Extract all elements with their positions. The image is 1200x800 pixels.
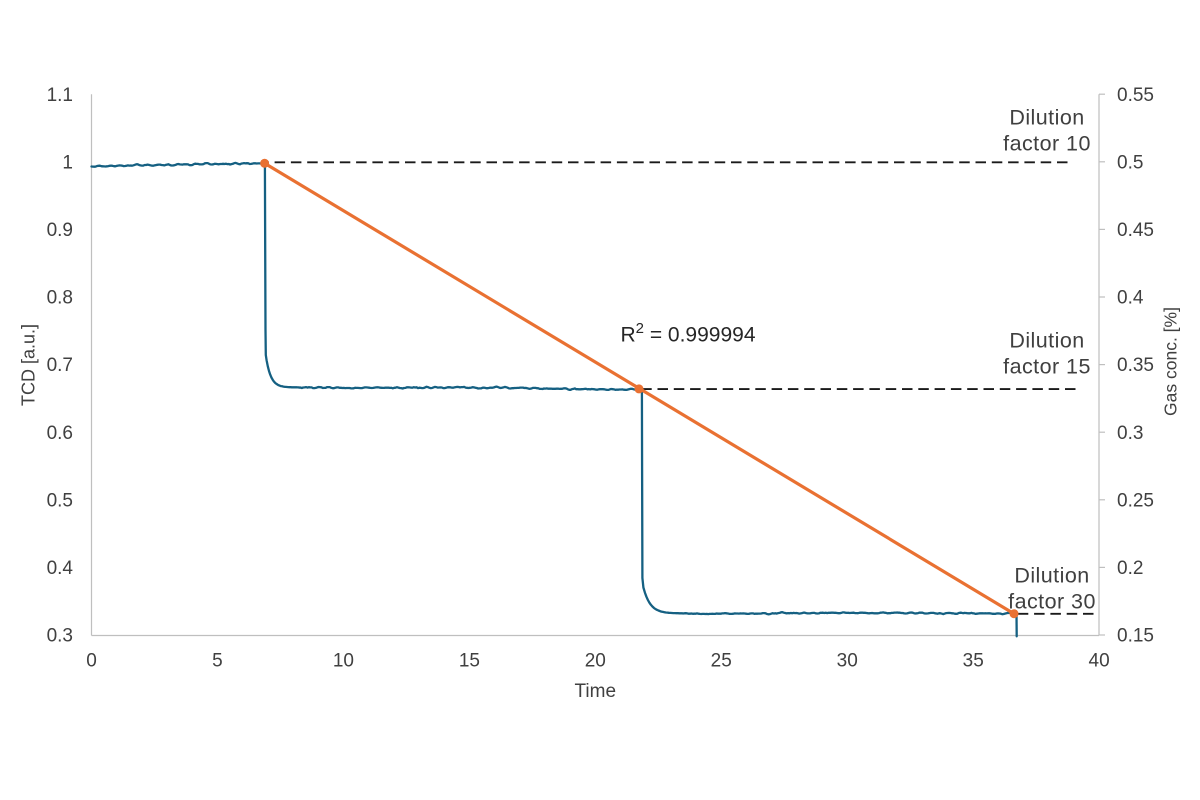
svg-text:0.55: 0.55	[1117, 85, 1154, 106]
svg-text:factor 15: factor 15	[1003, 355, 1091, 379]
svg-text:0.8: 0.8	[47, 288, 73, 309]
svg-text:Time: Time	[575, 681, 617, 702]
svg-text:25: 25	[711, 651, 732, 672]
svg-text:5: 5	[212, 651, 223, 672]
svg-text:Dilution: Dilution	[1009, 329, 1084, 353]
svg-text:0.45: 0.45	[1117, 220, 1154, 241]
svg-text:0.5: 0.5	[1117, 152, 1143, 173]
svg-text:1.1: 1.1	[47, 85, 73, 106]
svg-text:20: 20	[585, 651, 606, 672]
svg-text:Dilution: Dilution	[1014, 564, 1089, 588]
svg-text:TCD [a.u.]: TCD [a.u.]	[19, 324, 39, 406]
svg-text:15: 15	[459, 651, 480, 672]
svg-text:factor 30: factor 30	[1008, 590, 1096, 614]
svg-text:R2 = 0.999994: R2 = 0.999994	[620, 320, 755, 347]
svg-text:0.5: 0.5	[47, 490, 73, 511]
svg-text:0.4: 0.4	[47, 558, 74, 579]
svg-text:0.3: 0.3	[1117, 423, 1143, 444]
svg-text:0.35: 0.35	[1117, 355, 1154, 376]
svg-text:Dilution: Dilution	[1009, 106, 1084, 130]
svg-text:0.3: 0.3	[47, 626, 73, 647]
svg-text:1: 1	[62, 152, 73, 173]
svg-text:factor 10: factor 10	[1003, 132, 1091, 156]
svg-text:0.4: 0.4	[1117, 288, 1144, 309]
svg-text:0: 0	[86, 651, 97, 672]
svg-text:35: 35	[963, 651, 984, 672]
svg-text:0.15: 0.15	[1117, 626, 1154, 647]
svg-text:0.9: 0.9	[47, 220, 73, 241]
svg-text:0.6: 0.6	[47, 423, 73, 444]
svg-text:40: 40	[1089, 651, 1110, 672]
svg-text:0.25: 0.25	[1117, 490, 1154, 511]
svg-text:30: 30	[837, 651, 858, 672]
svg-text:0.2: 0.2	[1117, 558, 1143, 579]
svg-text:0.7: 0.7	[47, 355, 73, 376]
svg-text:Gas conc. [%]: Gas conc. [%]	[1161, 307, 1181, 416]
svg-text:10: 10	[333, 651, 354, 672]
